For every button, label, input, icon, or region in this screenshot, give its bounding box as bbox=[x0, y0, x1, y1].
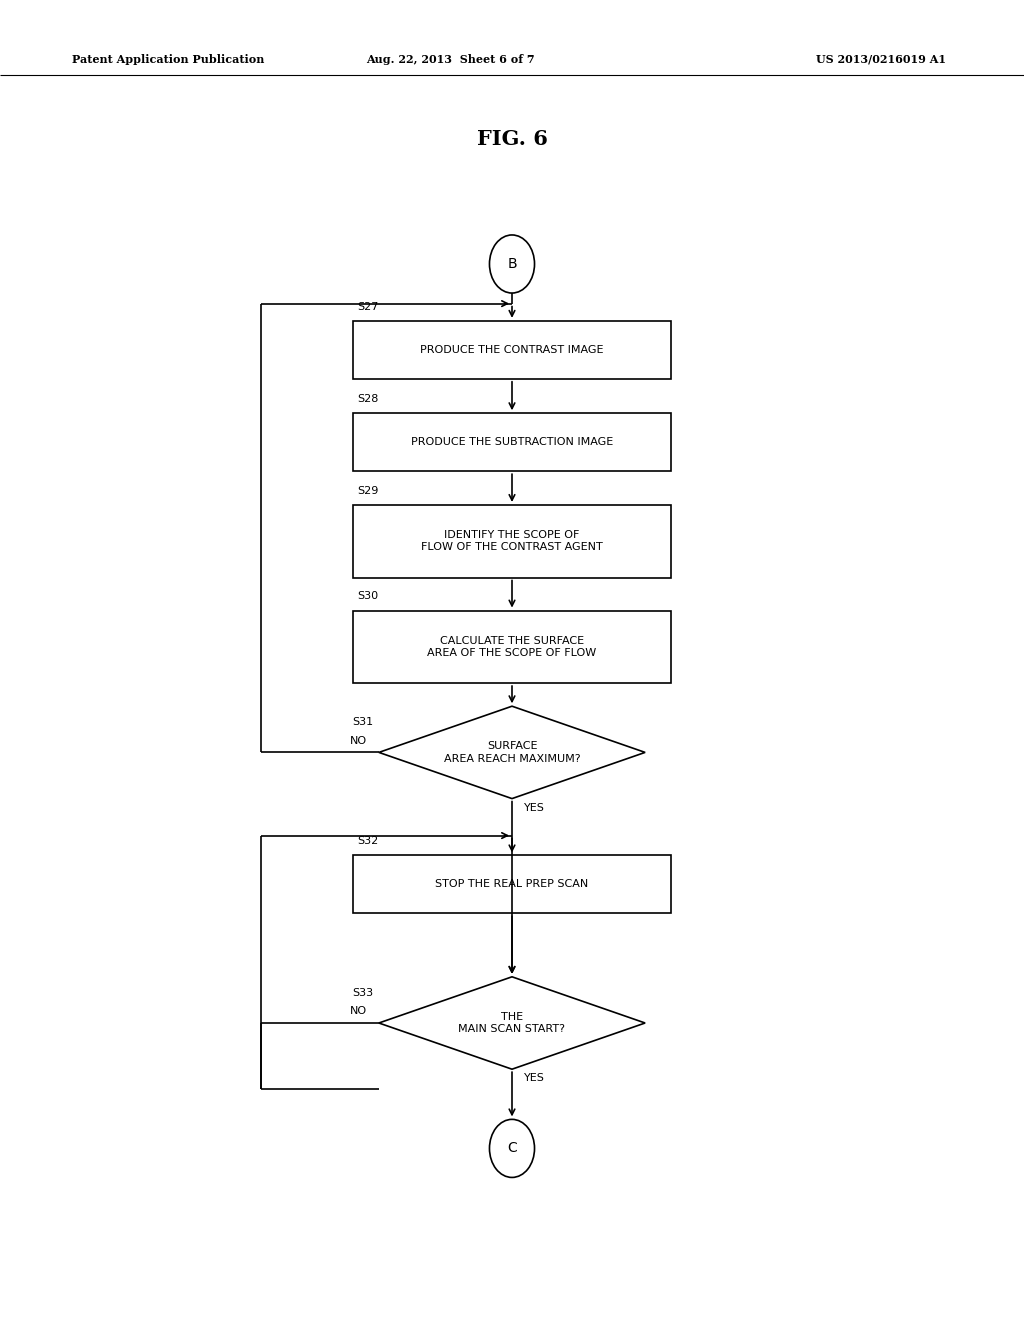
Text: B: B bbox=[507, 257, 517, 271]
Text: S30: S30 bbox=[357, 591, 379, 602]
Text: S31: S31 bbox=[352, 717, 374, 727]
Text: SURFACE
AREA REACH MAXIMUM?: SURFACE AREA REACH MAXIMUM? bbox=[443, 742, 581, 763]
Text: NO: NO bbox=[349, 735, 367, 746]
Text: US 2013/0216019 A1: US 2013/0216019 A1 bbox=[816, 54, 945, 65]
Text: NO: NO bbox=[349, 1006, 367, 1016]
Polygon shape bbox=[379, 706, 645, 799]
Bar bbox=[353, 610, 671, 684]
Text: S32: S32 bbox=[357, 836, 379, 846]
Bar bbox=[353, 321, 671, 379]
Text: YES: YES bbox=[524, 803, 545, 813]
Text: Aug. 22, 2013  Sheet 6 of 7: Aug. 22, 2013 Sheet 6 of 7 bbox=[367, 54, 535, 65]
Text: THE
MAIN SCAN START?: THE MAIN SCAN START? bbox=[459, 1012, 565, 1034]
Polygon shape bbox=[379, 977, 645, 1069]
Bar bbox=[353, 504, 671, 578]
Text: S29: S29 bbox=[357, 486, 379, 496]
Text: S27: S27 bbox=[357, 301, 379, 312]
Text: YES: YES bbox=[524, 1073, 545, 1084]
Text: FIG. 6: FIG. 6 bbox=[476, 128, 548, 149]
Text: C: C bbox=[507, 1142, 517, 1155]
Text: Patent Application Publication: Patent Application Publication bbox=[72, 54, 264, 65]
Circle shape bbox=[489, 235, 535, 293]
Text: CALCULATE THE SURFACE
AREA OF THE SCOPE OF FLOW: CALCULATE THE SURFACE AREA OF THE SCOPE … bbox=[427, 636, 597, 657]
Circle shape bbox=[489, 1119, 535, 1177]
Bar bbox=[353, 855, 671, 913]
Text: IDENTIFY THE SCOPE OF
FLOW OF THE CONTRAST AGENT: IDENTIFY THE SCOPE OF FLOW OF THE CONTRA… bbox=[421, 531, 603, 552]
Text: S28: S28 bbox=[357, 393, 379, 404]
Text: PRODUCE THE CONTRAST IMAGE: PRODUCE THE CONTRAST IMAGE bbox=[420, 345, 604, 355]
Text: PRODUCE THE SUBTRACTION IMAGE: PRODUCE THE SUBTRACTION IMAGE bbox=[411, 437, 613, 447]
Bar bbox=[353, 413, 671, 471]
Text: STOP THE REAL PREP SCAN: STOP THE REAL PREP SCAN bbox=[435, 879, 589, 890]
Text: S33: S33 bbox=[352, 987, 374, 998]
